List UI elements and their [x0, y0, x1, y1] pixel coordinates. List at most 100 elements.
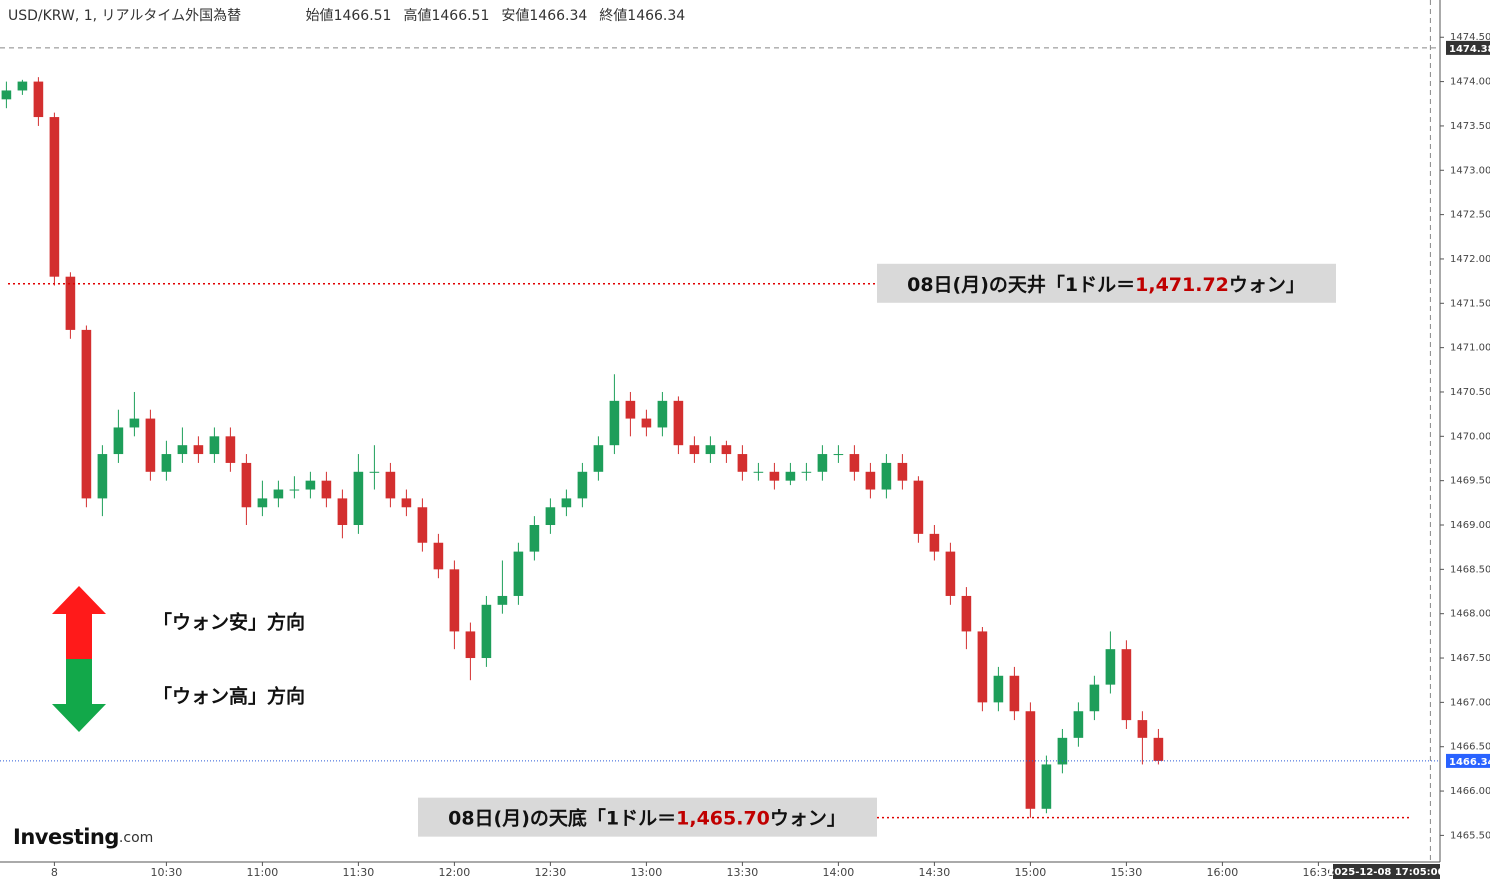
x-tick-label: 8 — [51, 866, 58, 879]
up-arrow — [52, 586, 106, 659]
candle-body — [401, 498, 412, 508]
x-tick-label: 16:30 — [1303, 866, 1335, 879]
y-tick-label: 1474.00 — [1450, 77, 1490, 88]
y-tick-label: 1472.00 — [1450, 254, 1490, 265]
candle-body — [817, 454, 828, 472]
x-tick-label: 12:00 — [439, 866, 471, 879]
candle-body — [481, 604, 492, 659]
candle-body — [913, 480, 924, 534]
candle-body — [1073, 711, 1084, 738]
candle-body — [353, 471, 364, 526]
candle-body — [897, 462, 908, 481]
x-tick-label: 10:30 — [151, 866, 183, 879]
candle-body — [17, 81, 28, 91]
candle-body — [881, 462, 892, 490]
candle-body — [689, 445, 700, 455]
candle-body — [49, 117, 60, 277]
candle-body — [1089, 684, 1100, 712]
y-tick-label: 1473.50 — [1450, 121, 1490, 132]
annotation-value: 1,465.70 — [676, 807, 770, 829]
candle-body — [433, 542, 444, 570]
logo-main: Investing — [13, 825, 119, 849]
candle-body — [417, 507, 428, 543]
candle-body — [721, 445, 732, 455]
y-tick-label: 1467.50 — [1450, 653, 1490, 664]
down-arrow — [52, 659, 106, 732]
candle-body — [513, 551, 524, 596]
x-tick-label: 15:30 — [1111, 866, 1143, 879]
y-tick-label: 1474.50 — [1450, 32, 1490, 43]
candle-body — [673, 400, 684, 446]
crosshair-price-label: 1474.38 — [1449, 44, 1490, 55]
annotation-suffix: ウォン」 — [770, 807, 846, 829]
candle-body — [529, 525, 540, 552]
candle-body — [81, 329, 92, 499]
ohlc-value: 1466.51 — [334, 8, 392, 24]
candle-body — [33, 81, 44, 118]
candle-body — [1009, 675, 1020, 712]
candle-body — [737, 454, 748, 472]
x-tick-label: 14:30 — [919, 866, 951, 879]
last-price-label: 1466.34 — [1449, 757, 1490, 768]
candle-body — [305, 480, 316, 490]
y-tick-label: 1470.00 — [1450, 431, 1490, 442]
grid: 1465.50 1466.00 1466.50 1467.00 1467.50 1468.… — [51, 32, 1490, 879]
symbol-title: USD/KRW, 1, リアルタイム外国為替 — [8, 8, 241, 24]
y-tick-label: 1468.50 — [1450, 564, 1490, 575]
annotation-value: 1,471.72 — [1135, 273, 1229, 295]
candle-body — [1137, 720, 1148, 738]
y-tick-label: 1473.00 — [1450, 165, 1490, 176]
y-tick-label: 1471.50 — [1450, 298, 1490, 309]
candle-body — [657, 400, 668, 428]
annotation-text: 08日(月)の天底「1ドル＝1,465.70ウォン」 — [448, 806, 846, 829]
candle-body — [273, 489, 284, 499]
candle-body — [993, 675, 1004, 703]
crosshair-time-badge — [1333, 864, 1440, 879]
annotation-box — [877, 263, 1336, 303]
candle-body — [545, 507, 556, 526]
candle-body — [465, 631, 476, 659]
candle-body — [945, 551, 956, 596]
crosshair-price-badge — [1446, 40, 1490, 55]
y-tick-label: 1469.00 — [1450, 520, 1490, 531]
candle-body — [561, 498, 572, 508]
x-tick-label: 11:30 — [343, 866, 375, 879]
ohlc-value: 1466.51 — [431, 8, 489, 24]
candle-body — [1041, 764, 1052, 809]
header: USD/KRW, 1, リアルタイム外国為替 始値1466.51 高値1466.5… — [8, 7, 685, 24]
y-tick-label: 1466.50 — [1450, 742, 1490, 753]
y-tick-label: 1471.00 — [1450, 343, 1490, 354]
candle-body — [449, 569, 460, 632]
candle-body — [177, 445, 188, 455]
x-tick-label: 12:30 — [535, 866, 567, 879]
crosshair-time-label: 2025-12-08 17:05:00 — [1327, 867, 1444, 878]
x-tick-label: 13:30 — [727, 866, 759, 879]
annotation-prefix: 08日(月)の天底「1ドル＝ — [448, 806, 676, 829]
x-tick-label: 11:00 — [247, 866, 279, 879]
x-tick-label: 15:00 — [1015, 866, 1047, 879]
candle-body — [833, 454, 844, 456]
x-tick-label: 14:00 — [823, 866, 855, 879]
ohlc-name: 高値 — [403, 7, 431, 24]
arrow-label: 「ウォン安」方向 — [153, 611, 305, 634]
x-tick-label: 16:00 — [1207, 866, 1239, 879]
candle-body — [849, 454, 860, 472]
candle-body — [209, 436, 220, 455]
candle-body — [625, 400, 636, 419]
candle-body — [1121, 649, 1132, 721]
candle-body — [337, 498, 348, 526]
logo: Investing.com — [13, 825, 153, 849]
ohlc-name: 終値 — [599, 8, 627, 24]
candle-body — [257, 498, 268, 508]
candle-body — [577, 471, 588, 499]
last-price-badge — [1446, 753, 1490, 768]
candle-body — [961, 595, 972, 632]
candle-body — [769, 471, 780, 481]
x-tick-label: 13:00 — [631, 866, 663, 879]
candle-body — [641, 418, 652, 428]
ohlc-value: 1466.34 — [627, 8, 685, 24]
candle-body — [609, 400, 620, 446]
candle-body — [129, 418, 140, 428]
candle-body — [1153, 737, 1164, 761]
